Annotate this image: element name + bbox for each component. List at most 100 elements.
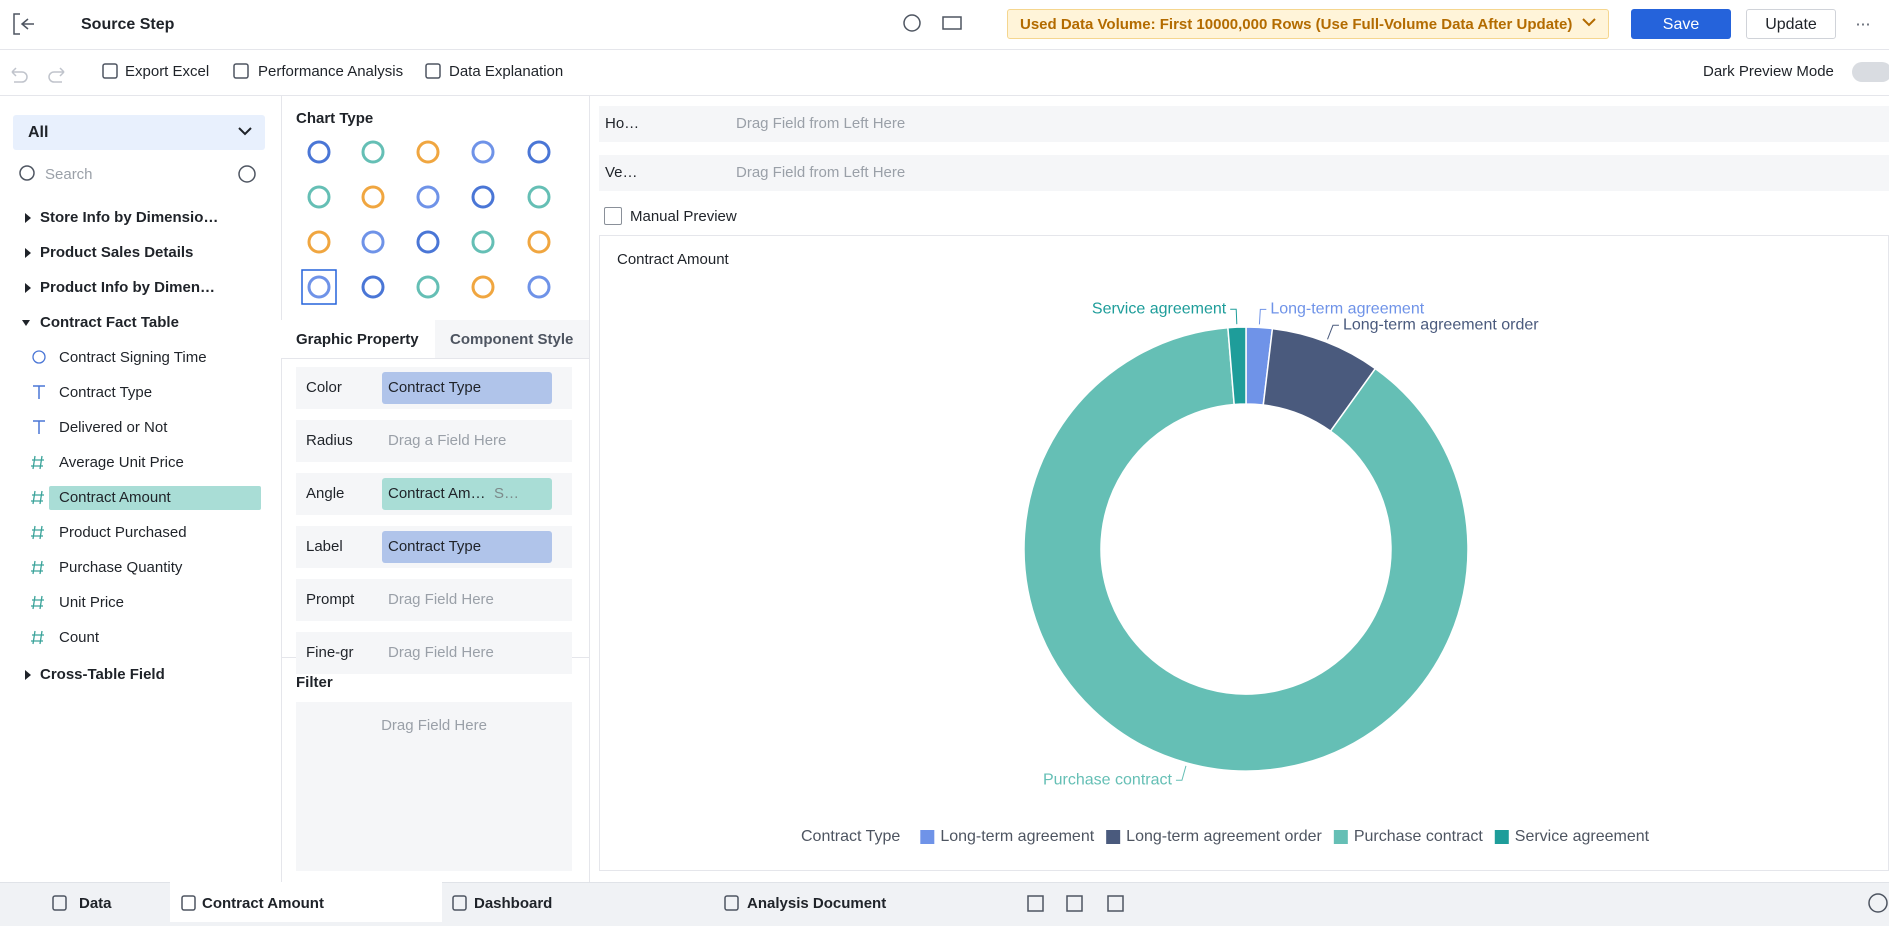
add-icon[interactable] — [1066, 895, 1083, 912]
chart-type-icon[interactable] — [471, 230, 495, 254]
legend-swatch — [1494, 830, 1509, 844]
legend-label[interactable]: Long-term agreement — [940, 828, 1094, 845]
active-bottom-tab — [170, 882, 442, 922]
slice-label: Service agreement — [1092, 300, 1227, 317]
chevron — [1582, 18, 1596, 27]
tab[interactable]: Component Style — [450, 331, 574, 348]
field[interactable]: Count — [59, 629, 100, 646]
chart-type-icon[interactable] — [471, 140, 495, 164]
expand-arrow — [25, 213, 31, 223]
tab-icon — [724, 895, 739, 911]
scope-select[interactable] — [13, 115, 265, 150]
field-icon — [31, 630, 44, 645]
field-icon — [31, 455, 44, 470]
legend-label[interactable]: Long-term agreement order — [1126, 828, 1322, 845]
manual-preview-checkbox[interactable] — [604, 207, 622, 225]
field[interactable]: Contract Type — [59, 384, 153, 401]
save-button[interactable]: Save — [1631, 9, 1731, 39]
update-button[interactable]: Update — [1746, 9, 1836, 39]
toolbar-icon — [102, 63, 118, 79]
more-icon[interactable]: ⋯ — [1856, 16, 1871, 33]
data-volume-notice[interactable]: Used Data Volume: First 10000,000 Rows (… — [1007, 9, 1609, 39]
property-row — [296, 420, 572, 462]
slice-label: Purchase contract — [1043, 772, 1173, 789]
field-highlight — [49, 486, 261, 510]
chart-type-icon[interactable] — [527, 185, 551, 209]
chart-type-icon[interactable] — [361, 275, 385, 299]
legend-label[interactable]: Service agreement — [1515, 828, 1650, 845]
chart-type-icon[interactable] — [307, 185, 331, 209]
field[interactable]: Product Purchased — [59, 524, 187, 541]
field-icon — [31, 490, 44, 505]
axis-row — [599, 106, 1889, 142]
field-group[interactable]: Product Sales Details — [40, 244, 194, 261]
collapse-icon[interactable] — [1868, 893, 1888, 913]
toolbar-button[interactable]: Data Explanation — [449, 63, 564, 80]
field[interactable]: Unit Price — [59, 594, 125, 611]
label-leader — [1327, 324, 1339, 340]
flow-icon[interactable] — [942, 16, 962, 30]
toolbar-button[interactable]: Export Excel — [125, 63, 210, 80]
chart-type-icon[interactable] — [307, 275, 331, 299]
exit-icon[interactable] — [13, 13, 34, 35]
chart-type-icon[interactable] — [361, 140, 385, 164]
page-title: Source Step — [81, 16, 175, 33]
axis-drop[interactable]: Drag Field from Left Here — [736, 115, 906, 132]
divider — [0, 95, 1889, 96]
chart-type-icon[interactable] — [416, 140, 440, 164]
chart-type-icon[interactable] — [307, 140, 331, 164]
add-icon[interactable] — [1107, 895, 1124, 912]
chart-type-icon[interactable] — [527, 230, 551, 254]
donut-slice[interactable] — [1023, 326, 1469, 772]
chart-type-icon[interactable] — [471, 185, 495, 209]
field-icon — [32, 350, 46, 364]
chart-type-icon[interactable] — [416, 185, 440, 209]
refresh-icon[interactable] — [903, 14, 921, 32]
filter-drop[interactable] — [296, 702, 572, 871]
field-group[interactable]: Cross-Table Field — [40, 666, 165, 683]
property-pill[interactable] — [382, 478, 552, 510]
property-label: Label — [306, 538, 343, 555]
field[interactable]: Contract Amount — [59, 489, 171, 506]
chart-type-icon[interactable] — [471, 275, 495, 299]
field-group[interactable]: Product Info by Dimen… — [40, 279, 216, 296]
slice-label: Long-term agreement — [1270, 301, 1424, 318]
chart-type-icon[interactable] — [307, 230, 331, 254]
chart-title: Contract Amount — [617, 251, 729, 268]
axis-drop[interactable]: Drag Field from Left Here — [736, 164, 906, 181]
field[interactable]: Average Unit Price — [59, 454, 184, 471]
property-pill[interactable] — [382, 531, 552, 563]
field[interactable]: Purchase Quantity — [59, 559, 183, 576]
bottom-tab[interactable]: Contract Amount — [202, 895, 324, 912]
chart-type-icon[interactable] — [527, 140, 551, 164]
property-value: Contract Type — [388, 538, 482, 555]
property-pill[interactable] — [382, 372, 552, 404]
field-group[interactable]: Store Info by Dimensio… — [40, 209, 219, 226]
toolbar-icon — [425, 63, 441, 79]
chart-type-icon[interactable] — [416, 275, 440, 299]
donut-slice[interactable] — [1227, 326, 1247, 406]
chart-type-icon[interactable] — [361, 230, 385, 254]
property-label: Fine-gr — [306, 644, 354, 661]
legend-label[interactable]: Purchase contract — [1354, 828, 1484, 845]
top-bar — [0, 0, 1889, 50]
field[interactable]: Contract Signing Time — [59, 349, 207, 366]
tab[interactable]: Graphic Property — [296, 331, 419, 348]
toolbar-button[interactable]: Performance Analysis — [258, 63, 404, 80]
field-group[interactable]: Contract Fact Table — [40, 314, 179, 331]
bottom-tab[interactable]: Data — [79, 895, 112, 912]
tab-icon — [181, 895, 196, 911]
legend-swatch — [1106, 830, 1121, 844]
bottom-tab[interactable]: Analysis Document — [747, 895, 887, 912]
property-label: Color — [306, 379, 342, 396]
chart-type-icon[interactable] — [416, 230, 440, 254]
search-input[interactable]: Search — [45, 166, 93, 183]
add-icon[interactable] — [1027, 895, 1044, 912]
dark-mode-toggle[interactable] — [1852, 62, 1889, 82]
chart-type-icon[interactable] — [361, 185, 385, 209]
chart-type-icon[interactable] — [527, 275, 551, 299]
bottom-tab[interactable]: Dashboard — [474, 895, 553, 912]
field[interactable]: Delivered or Not — [59, 419, 168, 436]
